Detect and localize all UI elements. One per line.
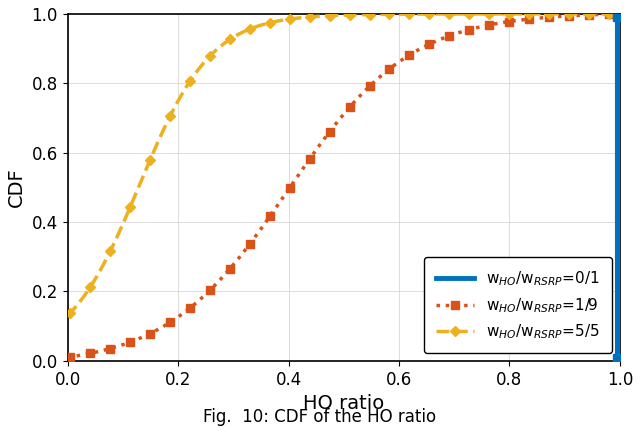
Legend: w$_{HO}$/w$_{RSRP}$=0/1, w$_{HO}$/w$_{RSRP}$=1/9, w$_{HO}$/w$_{RSRP}$=5/5: w$_{HO}$/w$_{RSRP}$=0/1, w$_{HO}$/w$_{RS… bbox=[424, 257, 612, 353]
Text: Fig.  10: CDF of the HO ratio: Fig. 10: CDF of the HO ratio bbox=[204, 408, 436, 426]
X-axis label: HO ratio: HO ratio bbox=[303, 394, 385, 413]
Y-axis label: CDF: CDF bbox=[7, 168, 26, 207]
